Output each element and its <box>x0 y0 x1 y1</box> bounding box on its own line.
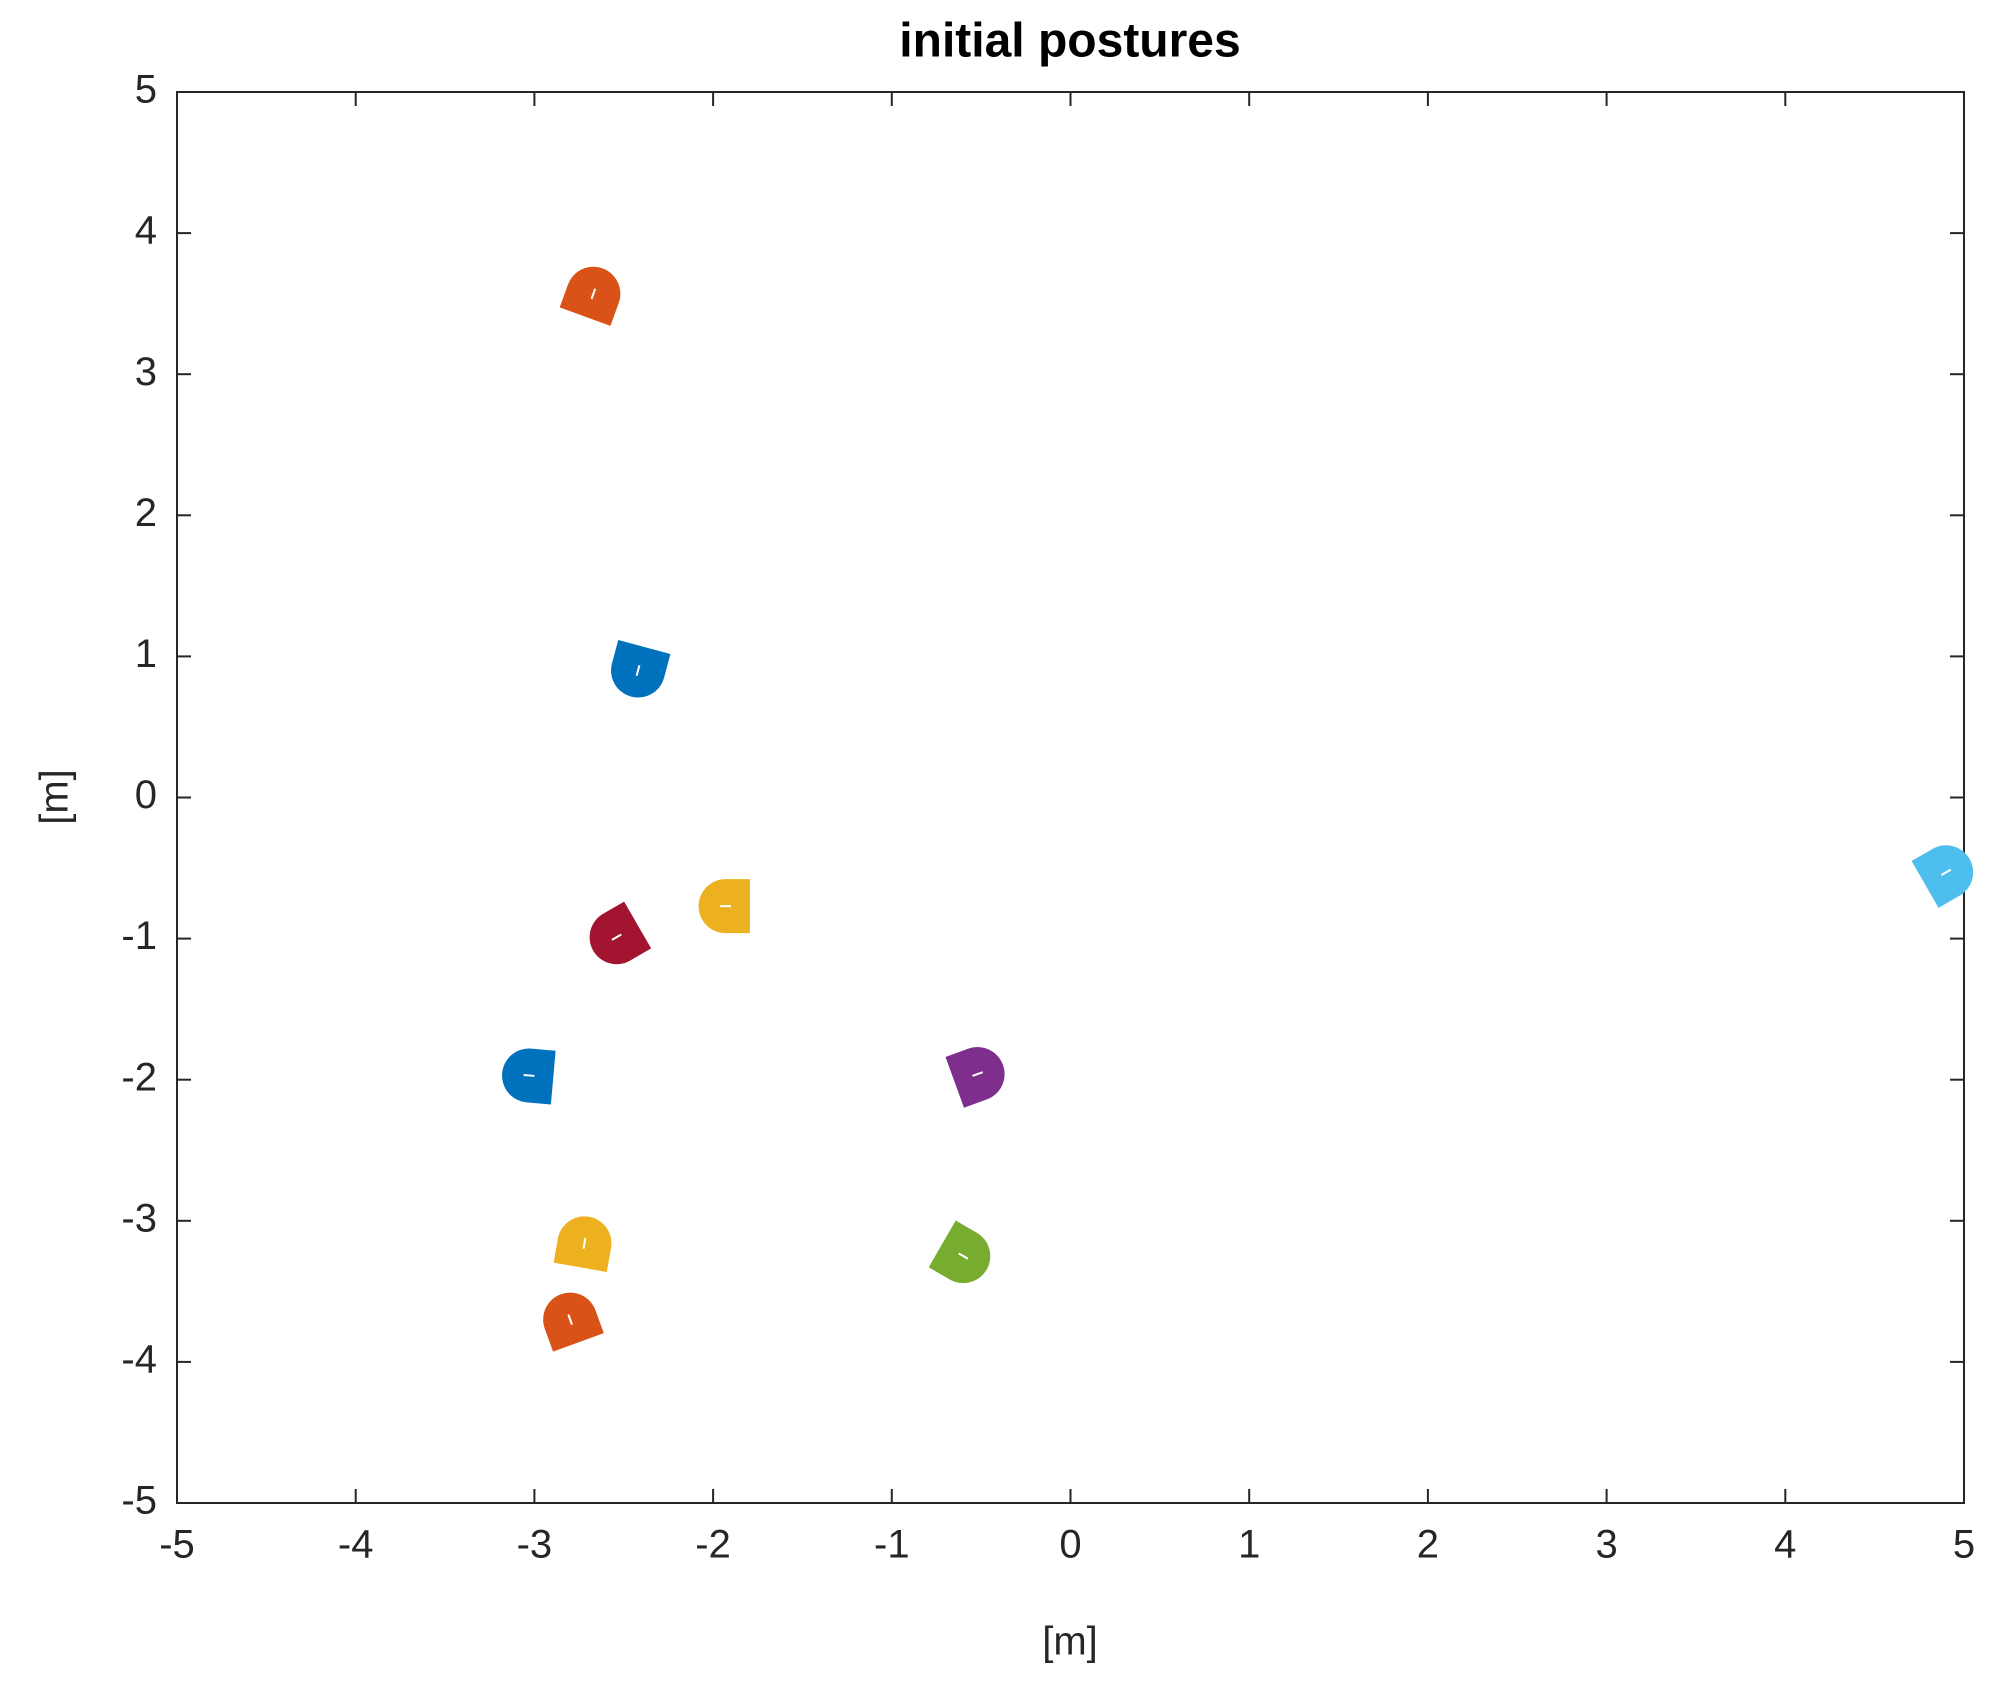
y-tick-label: -3 <box>121 1196 157 1240</box>
robot-marker <box>502 1048 556 1105</box>
robot-notch <box>582 1237 587 1249</box>
robot <box>589 901 652 965</box>
x-tick-label: 1 <box>1238 1523 1260 1567</box>
x-tick-label: -1 <box>874 1523 910 1567</box>
y-tick-label: 1 <box>135 632 157 676</box>
robot-notch <box>523 1074 535 1077</box>
y-tick-label: 0 <box>135 773 157 817</box>
y-tick-label: 5 <box>135 68 157 112</box>
robot-notch <box>972 1071 983 1077</box>
x-tick-label: 2 <box>1417 1523 1439 1567</box>
x-tick-label: -5 <box>159 1523 195 1567</box>
y-tick-label: -4 <box>121 1337 157 1381</box>
y-axis-label: [m] <box>33 769 77 825</box>
robot-marker <box>1911 845 1974 908</box>
y-tick-label: -2 <box>121 1055 157 1099</box>
robot-marker <box>928 1220 991 1284</box>
robot-notch <box>958 1252 969 1260</box>
x-tick-label: -4 <box>338 1523 374 1567</box>
robot-notch <box>590 288 597 300</box>
robot <box>502 1048 556 1105</box>
robot-notch <box>567 1314 573 1325</box>
robot-notch <box>1940 868 1952 876</box>
robot <box>543 1292 604 1352</box>
x-tick-label: 4 <box>1774 1523 1796 1567</box>
y-tick-label: -1 <box>121 914 157 958</box>
robot <box>611 640 671 698</box>
robot <box>945 1047 1005 1108</box>
x-tick-label: 5 <box>1953 1523 1975 1567</box>
y-tick-label: 3 <box>135 350 157 394</box>
y-tick-label: 4 <box>135 209 157 253</box>
robot-notch <box>635 665 641 676</box>
robot-notch <box>611 933 622 941</box>
robot-marker <box>945 1047 1005 1108</box>
chart-title: initial postures <box>899 15 1240 68</box>
robot <box>1911 845 1974 908</box>
x-tick-label: -3 <box>517 1523 553 1567</box>
robot <box>928 1220 991 1284</box>
robot-marker <box>543 1292 604 1352</box>
robot-marker <box>559 266 621 326</box>
y-tick-label: -5 <box>121 1479 157 1523</box>
plot-frame <box>176 91 1965 1504</box>
robot-marker <box>611 640 671 698</box>
robot <box>553 1216 612 1272</box>
x-tick-label: 0 <box>1059 1523 1081 1567</box>
robot-marker <box>553 1216 612 1272</box>
x-tick-label: -2 <box>695 1523 731 1567</box>
y-tick-label: 2 <box>135 491 157 535</box>
x-tick-label: 3 <box>1595 1523 1617 1567</box>
robot <box>559 266 621 326</box>
robot-marker <box>589 901 652 965</box>
x-axis-label: [m] <box>1042 1620 1098 1664</box>
robot <box>698 879 750 934</box>
